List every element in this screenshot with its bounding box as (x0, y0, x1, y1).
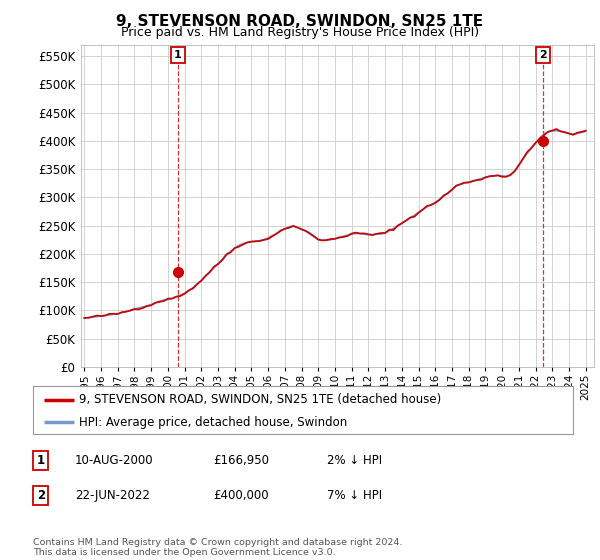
Text: £400,000: £400,000 (213, 489, 269, 502)
Text: 9, STEVENSON ROAD, SWINDON, SN25 1TE: 9, STEVENSON ROAD, SWINDON, SN25 1TE (116, 14, 484, 29)
Text: 9, STEVENSON ROAD, SWINDON, SN25 1TE (detached house): 9, STEVENSON ROAD, SWINDON, SN25 1TE (de… (79, 393, 441, 406)
Text: 10-AUG-2000: 10-AUG-2000 (75, 454, 154, 467)
Text: 1: 1 (174, 50, 182, 59)
Text: 2: 2 (539, 50, 547, 59)
Text: Contains HM Land Registry data © Crown copyright and database right 2024.
This d: Contains HM Land Registry data © Crown c… (33, 538, 403, 557)
Text: £166,950: £166,950 (213, 454, 269, 467)
Text: 22-JUN-2022: 22-JUN-2022 (75, 489, 150, 502)
Text: HPI: Average price, detached house, Swindon: HPI: Average price, detached house, Swin… (79, 416, 347, 428)
Text: 2: 2 (37, 489, 45, 502)
Text: Price paid vs. HM Land Registry's House Price Index (HPI): Price paid vs. HM Land Registry's House … (121, 26, 479, 39)
Text: 1: 1 (37, 454, 45, 467)
Text: 7% ↓ HPI: 7% ↓ HPI (327, 489, 382, 502)
Text: 2% ↓ HPI: 2% ↓ HPI (327, 454, 382, 467)
